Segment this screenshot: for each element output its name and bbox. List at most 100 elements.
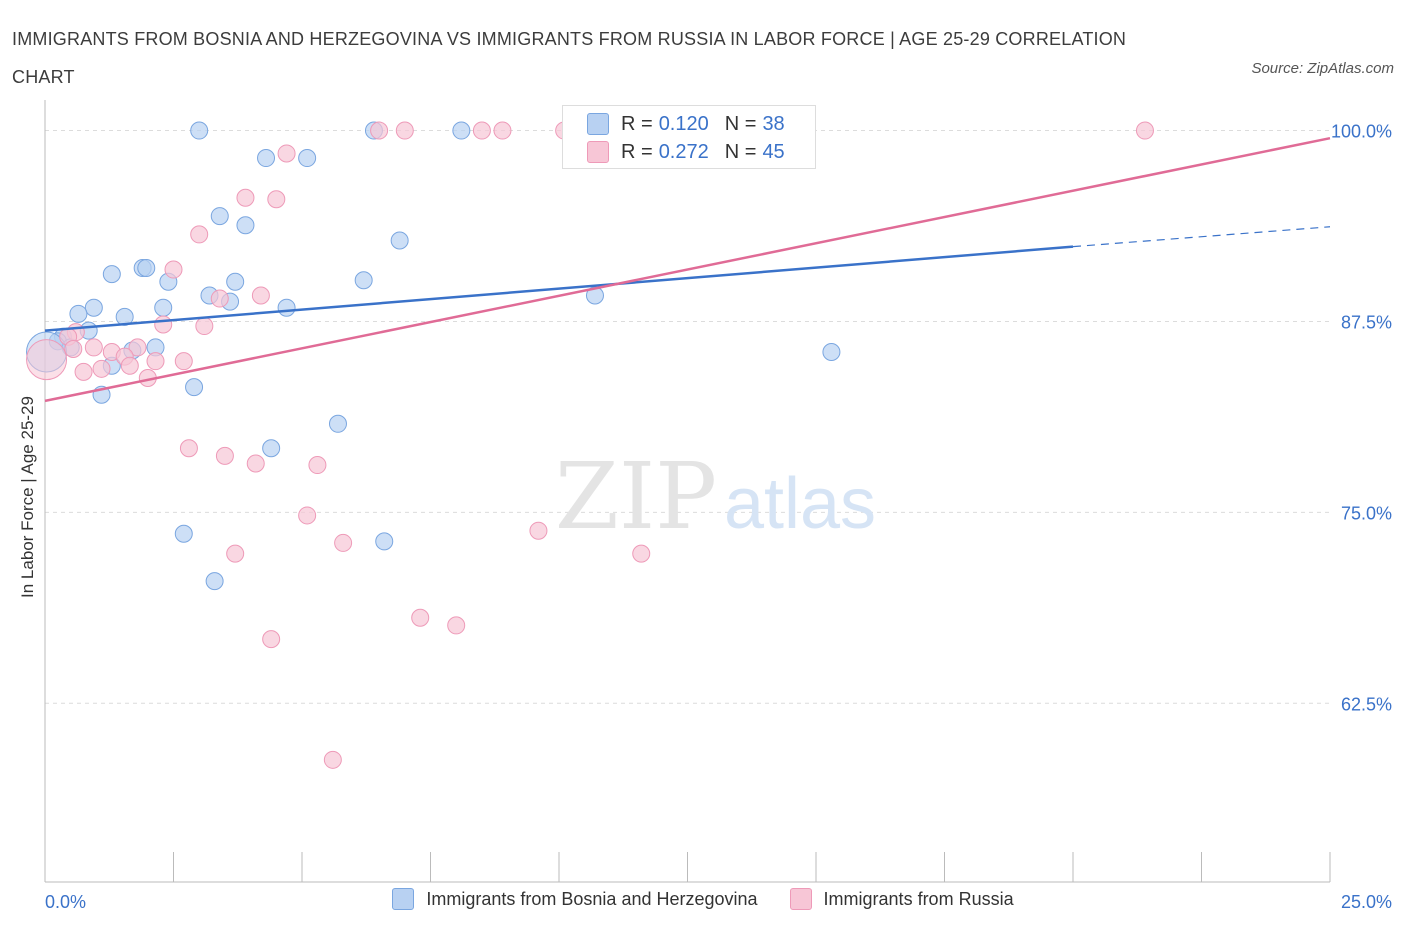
legend-swatch-blue <box>587 113 609 135</box>
point-russia <box>370 121 389 140</box>
point-bosnia <box>375 532 394 551</box>
r-label: R = <box>621 140 653 163</box>
trend-lines <box>44 136 1331 403</box>
series-legend: Immigrants from Bosnia and Herzegovina I… <box>0 888 1406 910</box>
point-russia <box>179 439 198 458</box>
point-russia <box>92 359 111 378</box>
point-russia <box>493 121 512 140</box>
point-bosnia <box>452 121 471 140</box>
point-russia <box>215 446 234 465</box>
x-tick-label: 25.0% <box>1341 892 1392 912</box>
n-label: N = <box>724 140 757 163</box>
y-tick-label: 75.0% <box>1341 503 1392 523</box>
legend-swatch-blue <box>392 888 415 910</box>
point-russia <box>174 352 193 371</box>
tick-labels: 100.0% 87.5% 75.0% 62.5% 0.0% 25.0% <box>45 122 1392 912</box>
stats-legend: R = 0.120 N = 38 R = 0.272 N = 45 <box>562 105 816 169</box>
point-russia <box>395 121 414 140</box>
trend-line-extension <box>1072 226 1331 248</box>
legend-label-bosnia: Immigrants from Bosnia and Herzegovina <box>426 888 758 909</box>
watermark: ZIP atlas <box>555 443 876 550</box>
point-russia <box>298 506 317 525</box>
point-bosnia <box>115 307 134 326</box>
r-label: R = <box>621 112 653 135</box>
grid-lines <box>45 130 1330 704</box>
point-russia <box>26 339 68 381</box>
point-russia <box>84 338 103 357</box>
point-bosnia <box>102 265 121 284</box>
legend-item-bosnia[interactable]: Immigrants from Bosnia and Herzegovina <box>392 888 758 910</box>
point-bosnia <box>210 207 229 226</box>
point-bosnia <box>205 572 224 591</box>
point-bosnia <box>137 259 156 278</box>
axes <box>44 100 1331 883</box>
point-bosnia <box>298 149 317 168</box>
n-value: 38 <box>762 112 785 135</box>
point-russia <box>323 750 342 769</box>
trend-line <box>44 136 1331 403</box>
point-russia <box>154 315 173 334</box>
legend-swatch-pink <box>789 888 812 910</box>
legend-label-russia: Immigrants from Russia <box>823 888 1014 909</box>
point-russia <box>210 289 229 308</box>
point-russia <box>74 362 93 381</box>
point-bosnia <box>277 298 296 317</box>
data-points <box>26 121 1154 769</box>
legend-swatch-pink <box>587 141 609 163</box>
stats-legend-row-russia: R = 0.272 N = 45 <box>587 138 785 166</box>
point-russia <box>64 339 83 358</box>
source-label: Source: ZipAtlas.com <box>1251 60 1394 77</box>
watermark-atlas: atlas <box>724 464 876 544</box>
point-russia <box>277 144 296 163</box>
point-russia <box>146 352 165 371</box>
point-bosnia <box>822 343 841 362</box>
point-bosnia <box>236 216 255 235</box>
point-russia <box>128 338 147 357</box>
point-russia <box>632 544 651 563</box>
legend-item-russia[interactable]: Immigrants from Russia <box>789 888 1014 910</box>
point-bosnia <box>174 524 193 543</box>
point-bosnia <box>226 272 245 291</box>
point-russia <box>195 317 214 336</box>
point-russia <box>411 608 430 627</box>
point-bosnia <box>257 149 276 168</box>
point-bosnia <box>354 271 373 290</box>
point-bosnia <box>585 286 604 305</box>
point-russia <box>251 286 270 305</box>
n-label: N = <box>724 112 757 135</box>
point-bosnia <box>328 414 347 433</box>
y-tick-label: 100.0% <box>1331 122 1392 142</box>
point-russia <box>164 260 183 279</box>
point-bosnia <box>154 298 173 317</box>
point-russia <box>267 190 286 209</box>
point-bosnia <box>262 439 281 458</box>
point-russia <box>334 533 353 552</box>
y-tick-label: 87.5% <box>1341 312 1392 332</box>
point-russia <box>246 454 265 473</box>
point-russia <box>262 630 281 649</box>
point-russia <box>447 616 466 635</box>
watermark-zip: ZIP <box>555 443 717 550</box>
point-bosnia <box>185 378 204 397</box>
point-bosnia <box>390 231 409 250</box>
point-bosnia <box>190 121 209 140</box>
point-bosnia <box>84 298 103 317</box>
point-russia <box>120 356 139 375</box>
x-tick-label: 0.0% <box>45 892 86 912</box>
point-russia <box>190 225 209 244</box>
chart-title: IMMIGRANTS FROM BOSNIA AND HERZEGOVINA V… <box>12 29 1127 87</box>
n-value: 45 <box>762 140 785 163</box>
point-russia <box>529 521 548 540</box>
trend-line <box>44 245 1074 332</box>
point-bosnia <box>69 304 88 323</box>
point-russia <box>1135 121 1154 140</box>
point-russia <box>236 188 255 207</box>
r-value: 0.272 <box>658 140 709 163</box>
point-russia <box>308 456 327 475</box>
y-axis-label: In Labor Force | Age 25-29 <box>18 396 37 598</box>
r-value: 0.120 <box>658 112 709 135</box>
y-tick-label: 62.5% <box>1341 694 1392 714</box>
point-russia <box>226 544 245 563</box>
stats-legend-row-bosnia: R = 0.120 N = 38 <box>587 110 785 138</box>
point-russia <box>472 121 491 140</box>
